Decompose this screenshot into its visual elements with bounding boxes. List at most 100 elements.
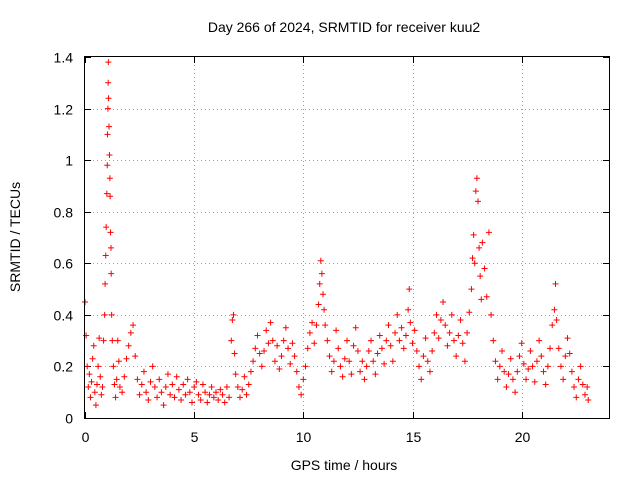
data-point bbox=[361, 376, 368, 383]
data-point bbox=[316, 280, 323, 287]
data-point bbox=[322, 322, 329, 329]
data-point bbox=[470, 231, 477, 238]
data-point bbox=[106, 175, 113, 182]
data-point bbox=[333, 327, 340, 334]
data-point bbox=[162, 384, 169, 391]
data-point bbox=[276, 366, 283, 373]
data-point bbox=[105, 59, 112, 66]
data-point bbox=[444, 342, 451, 349]
data-point bbox=[256, 350, 263, 357]
data-point bbox=[450, 337, 457, 344]
data-point bbox=[476, 244, 483, 251]
data-point bbox=[555, 345, 562, 352]
data-point bbox=[479, 239, 486, 246]
data-point bbox=[184, 376, 191, 383]
data-point bbox=[398, 324, 405, 331]
data-point bbox=[134, 376, 141, 383]
data-point bbox=[321, 306, 328, 313]
data-point bbox=[245, 381, 252, 388]
data-point bbox=[102, 252, 109, 259]
data-point bbox=[348, 371, 355, 378]
data-point bbox=[490, 337, 497, 344]
data-point bbox=[91, 389, 98, 396]
data-point bbox=[278, 353, 285, 360]
data-point bbox=[92, 402, 99, 409]
data-point bbox=[394, 311, 401, 318]
data-point bbox=[317, 257, 324, 264]
data-point bbox=[215, 396, 222, 403]
chart-title: Day 266 of 2024, SRMTID for receiver kuu… bbox=[208, 19, 481, 35]
data-point bbox=[239, 386, 246, 393]
data-point bbox=[413, 347, 420, 354]
data-point bbox=[472, 188, 479, 195]
data-point bbox=[291, 353, 298, 360]
data-point bbox=[109, 337, 116, 344]
data-point bbox=[199, 381, 206, 388]
data-point bbox=[145, 396, 152, 403]
data-point bbox=[424, 358, 431, 365]
data-point bbox=[106, 123, 113, 130]
data-point bbox=[302, 363, 309, 370]
data-point bbox=[363, 363, 370, 370]
data-point bbox=[219, 391, 226, 398]
data-point bbox=[111, 381, 118, 388]
data-point bbox=[237, 394, 244, 401]
y-tick-label: 1 bbox=[65, 153, 73, 169]
data-point bbox=[206, 391, 213, 398]
data-point bbox=[529, 363, 536, 370]
data-point bbox=[90, 342, 97, 349]
data-point bbox=[577, 363, 584, 370]
data-point bbox=[221, 399, 228, 406]
data-point bbox=[503, 384, 510, 391]
data-point bbox=[468, 286, 475, 293]
data-point bbox=[531, 378, 538, 385]
data-point bbox=[429, 347, 436, 354]
data-point bbox=[104, 131, 111, 138]
data-point bbox=[383, 337, 390, 344]
data-point bbox=[368, 337, 375, 344]
data-point bbox=[230, 311, 237, 318]
data-point bbox=[337, 363, 344, 370]
data-point bbox=[195, 391, 202, 398]
data-point bbox=[446, 329, 453, 336]
data-point bbox=[130, 322, 137, 329]
data-point bbox=[551, 306, 558, 313]
data-point bbox=[295, 384, 302, 391]
data-point bbox=[478, 296, 485, 303]
data-point bbox=[579, 381, 586, 388]
data-point bbox=[562, 353, 569, 360]
data-point bbox=[552, 280, 559, 287]
data-point bbox=[516, 353, 523, 360]
data-point bbox=[254, 332, 261, 339]
data-point bbox=[274, 342, 281, 349]
data-point bbox=[387, 342, 394, 349]
data-point bbox=[226, 394, 233, 401]
x-tick-label: 0 bbox=[82, 429, 90, 445]
data-point bbox=[107, 244, 114, 251]
data-point bbox=[171, 394, 178, 401]
data-point bbox=[261, 347, 268, 354]
data-point bbox=[514, 368, 521, 375]
data-point bbox=[411, 327, 418, 334]
data-point bbox=[83, 332, 90, 339]
data-point bbox=[86, 371, 93, 378]
y-tick-label: 1.2 bbox=[54, 102, 74, 118]
data-point bbox=[584, 384, 591, 391]
data-point bbox=[409, 340, 416, 347]
data-point bbox=[147, 378, 154, 385]
data-point bbox=[106, 151, 113, 158]
y-tick-label: 0.8 bbox=[54, 205, 74, 221]
data-point bbox=[217, 386, 224, 393]
data-point bbox=[175, 386, 182, 393]
data-point bbox=[158, 389, 165, 396]
data-point bbox=[453, 353, 460, 360]
data-point bbox=[208, 384, 215, 391]
data-point bbox=[243, 391, 250, 398]
data-point bbox=[416, 363, 423, 370]
data-point bbox=[107, 229, 114, 236]
data-point bbox=[372, 371, 379, 378]
data-point bbox=[540, 368, 547, 375]
data-point bbox=[223, 384, 230, 391]
y-tick-label: 0.2 bbox=[54, 359, 74, 375]
data-point bbox=[512, 389, 519, 396]
